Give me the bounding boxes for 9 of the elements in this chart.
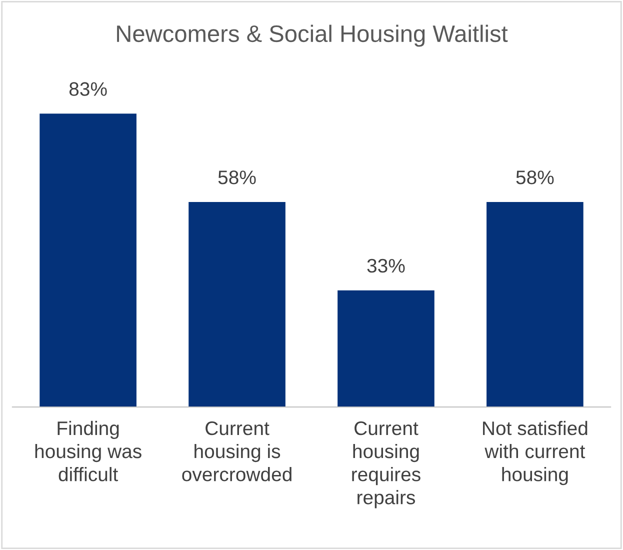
data-label: 58% — [516, 170, 554, 184]
x-tick-label: Current housing is overcrowded — [182, 421, 292, 482]
chart-title: Newcomers & Social Housing Waitlist — [117, 24, 508, 47]
x-tick-label: Current housing requires repairs — [352, 421, 420, 508]
data-label: 58% — [218, 170, 256, 184]
data-label: 83% — [69, 82, 107, 96]
x-tick-label: Not satisfied with current housing — [483, 420, 588, 486]
x-tick-label: Finding housing was difficult — [35, 420, 142, 482]
data-label: 33% — [367, 258, 405, 273]
